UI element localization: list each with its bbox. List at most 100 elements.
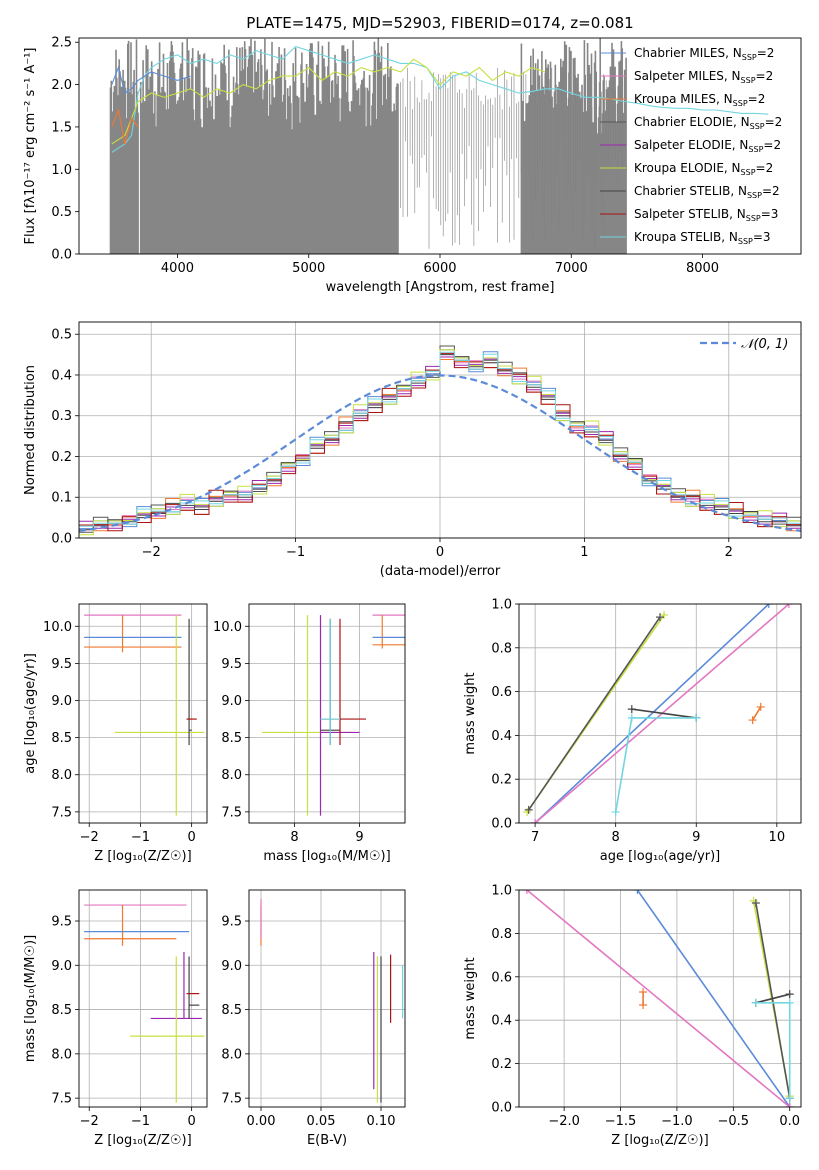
spectrum-plot-area <box>109 38 769 254</box>
spectrum-xtick-label: 5000 <box>292 261 325 276</box>
figure-title: PLATE=1475, MJD=52903, FIBERID=0174, z=0… <box>246 14 633 32</box>
mass_vs_ebv-ytick-label: 8.5 <box>221 1003 242 1018</box>
legend-sub: SSP <box>750 122 765 131</box>
legend-tail: =3 <box>753 230 771 244</box>
spectrum-xtick-label: 6000 <box>423 261 456 276</box>
residuals-ytick-label: 0.3 <box>51 409 72 424</box>
mass_vs_Z-ytick-label: 9.0 <box>51 959 72 974</box>
mass_vs_ebv-plot-area <box>249 890 405 1107</box>
mass_vs_Z-panel <box>75 889 208 1111</box>
legend-tail: =2 <box>757 46 775 60</box>
mass_vs_Z-ytick-label: 7.5 <box>51 1092 72 1107</box>
weight_vs_Z-point-marker <box>639 987 648 996</box>
mass_vs_Z-xlabel: Z [log₁₀(Z/Z☉)] <box>94 1133 191 1148</box>
weight_vs_age-point-marker <box>531 819 540 823</box>
weight_vs_age-series-line <box>534 604 770 823</box>
age_vs_mass-ytick-label: 10.0 <box>213 620 242 635</box>
mass_vs_Z-xtick-label: 0 <box>187 1114 195 1129</box>
residuals-xtick-label: 2 <box>725 545 733 560</box>
weight_vs_Z-point-marker <box>785 1094 794 1103</box>
mass_vs_ebv-frame <box>248 889 406 1108</box>
weight_vs_Z-point-marker <box>785 998 794 1007</box>
residuals-ylabel: Normed distribution <box>23 365 38 495</box>
age_vs_Z-xtick-label: −2 <box>80 830 99 845</box>
weight_vs_age-point-marker <box>784 604 793 608</box>
mass_vs_ebv-xtick-label: 0.05 <box>307 1114 336 1129</box>
weight_vs_age-ytick-label: 1.0 <box>491 598 512 613</box>
age_vs_mass-xlabel: mass [log₁₀(M/M☉)] <box>263 849 390 864</box>
spectrum-panel: Chabrier MILES, NSSP=2 Salpeter MILES, NS… <box>75 37 802 258</box>
weight_vs_Z-xtick-label: −2.0 <box>548 1114 580 1129</box>
weight_vs_age-series-line <box>631 708 697 719</box>
residuals-ytick-label: 0.1 <box>51 491 72 506</box>
legend-tail: =2 <box>748 92 766 106</box>
spectrum-xtick-label: 8000 <box>686 261 719 276</box>
legend-entry: Kroupa STELIB, NSSP=3 <box>634 230 771 246</box>
weight_vs_Z-series-line <box>636 890 791 1107</box>
weight_vs_Z-series-line <box>526 890 791 1107</box>
spectrum-model-line <box>111 45 769 153</box>
age_vs_Z-ytick-label: 9.0 <box>51 694 72 709</box>
weight_vs_Z-xtick-label: −1.0 <box>661 1114 693 1129</box>
weight_vs_Z-ytick-label: 0.6 <box>491 970 512 985</box>
weight_vs_Z-xtick-label: −1.5 <box>605 1114 637 1129</box>
weight_vs_age-xtick-label: 7 <box>531 830 539 845</box>
legend-sub: SSP <box>748 145 763 154</box>
age_vs_Z-xtick-label: −1 <box>131 830 150 845</box>
weight_vs_age-panel <box>515 603 802 827</box>
legend-tail: =2 <box>765 115 783 129</box>
residuals-ytick-label: 0.2 <box>51 450 72 465</box>
spectrum-ytick-label: 2.5 <box>51 36 72 51</box>
age_vs_mass-ytick-label: 8.5 <box>221 731 242 746</box>
legend-tail: =3 <box>761 207 779 221</box>
age_vs_Z-ylabel: age [log₁₀(age/yr)] <box>23 653 38 774</box>
weight_vs_Z-ytick-label: 0.2 <box>491 1057 512 1072</box>
weight_vs_Z-point-marker <box>522 890 531 894</box>
age_vs_mass-plot-area <box>249 604 405 823</box>
age_vs_mass-xtick-label: 8 <box>290 830 298 845</box>
weight_vs_age-ytick-label: 0.2 <box>491 773 512 788</box>
spectrum-ylabel: Flux [fλ10⁻¹⁷ erg cm⁻² s⁻¹ A⁻¹] <box>23 48 38 245</box>
weight_vs_age-point-marker <box>627 713 636 722</box>
legend-entry: Chabrier MILES, NSSP=2 <box>634 46 774 62</box>
spectrum-ytick-label: 0.0 <box>51 248 72 263</box>
weight_vs_age-point-marker <box>756 702 765 711</box>
residuals-plot-area <box>79 322 801 538</box>
age_vs_Z-xtick-label: 0 <box>187 830 195 845</box>
legend-sub: SSP <box>742 53 757 62</box>
mass_vs_ebv-ytick-label: 7.5 <box>221 1092 242 1107</box>
spectrum-ytick-label: 0.5 <box>51 205 72 220</box>
age_vs_mass-ytick-label: 8.0 <box>221 768 242 783</box>
weight_vs_age-point-marker <box>764 604 773 608</box>
age_vs_mass-ytick-label: 9.5 <box>221 657 242 672</box>
weight_vs_age-series-line <box>752 706 762 721</box>
residuals-panel <box>75 321 802 542</box>
legend-sub: SSP <box>741 76 756 85</box>
age_vs_Z-panel <box>75 603 208 827</box>
mass_vs_ebv-xtick-label: 0.10 <box>367 1114 396 1129</box>
residuals-xlabel: (data-model)/error <box>380 564 501 579</box>
mass_vs_ebv-ytick-label: 9.0 <box>221 959 242 974</box>
mass_vs_Z-ytick-label: 9.5 <box>51 915 72 930</box>
weight_vs_Z-ytick-label: 1.0 <box>491 884 512 899</box>
weight_vs_age-ytick-label: 0.8 <box>491 641 512 656</box>
weight_vs_age-xtick-label: 9 <box>692 830 700 845</box>
weight_vs_Z-ylabel: mass weight <box>463 957 478 1039</box>
mass_vs_Z-ylabel: mass [log₁₀(M/M☉)] <box>23 935 38 1062</box>
legend-tail: =2 <box>756 69 774 83</box>
age_vs_Z-frame <box>78 603 208 824</box>
mass_vs_ebv-panel <box>245 889 406 1111</box>
spectrum-data-spikes <box>400 67 623 252</box>
residuals-ytick-label: 0.5 <box>51 328 72 343</box>
residuals-xtick-label: 0 <box>436 545 444 560</box>
mass_vs_Z-xtick-label: −1 <box>131 1114 150 1129</box>
weight_vs_Z-series-line <box>755 902 791 1099</box>
mass_vs_ebv-xlabel: E(B-V) <box>307 1133 347 1148</box>
legend-entry: Chabrier STELIB, NSSP=2 <box>634 184 780 200</box>
weight_vs_age-xlabel: age [log₁₀(age/yr)] <box>600 849 721 864</box>
spectrum-xtick-label: 4000 <box>161 261 194 276</box>
weight_vs_Z-frame <box>518 889 802 1108</box>
weight_vs_Z-plot-area <box>519 890 801 1107</box>
residual-histogram <box>79 351 801 527</box>
